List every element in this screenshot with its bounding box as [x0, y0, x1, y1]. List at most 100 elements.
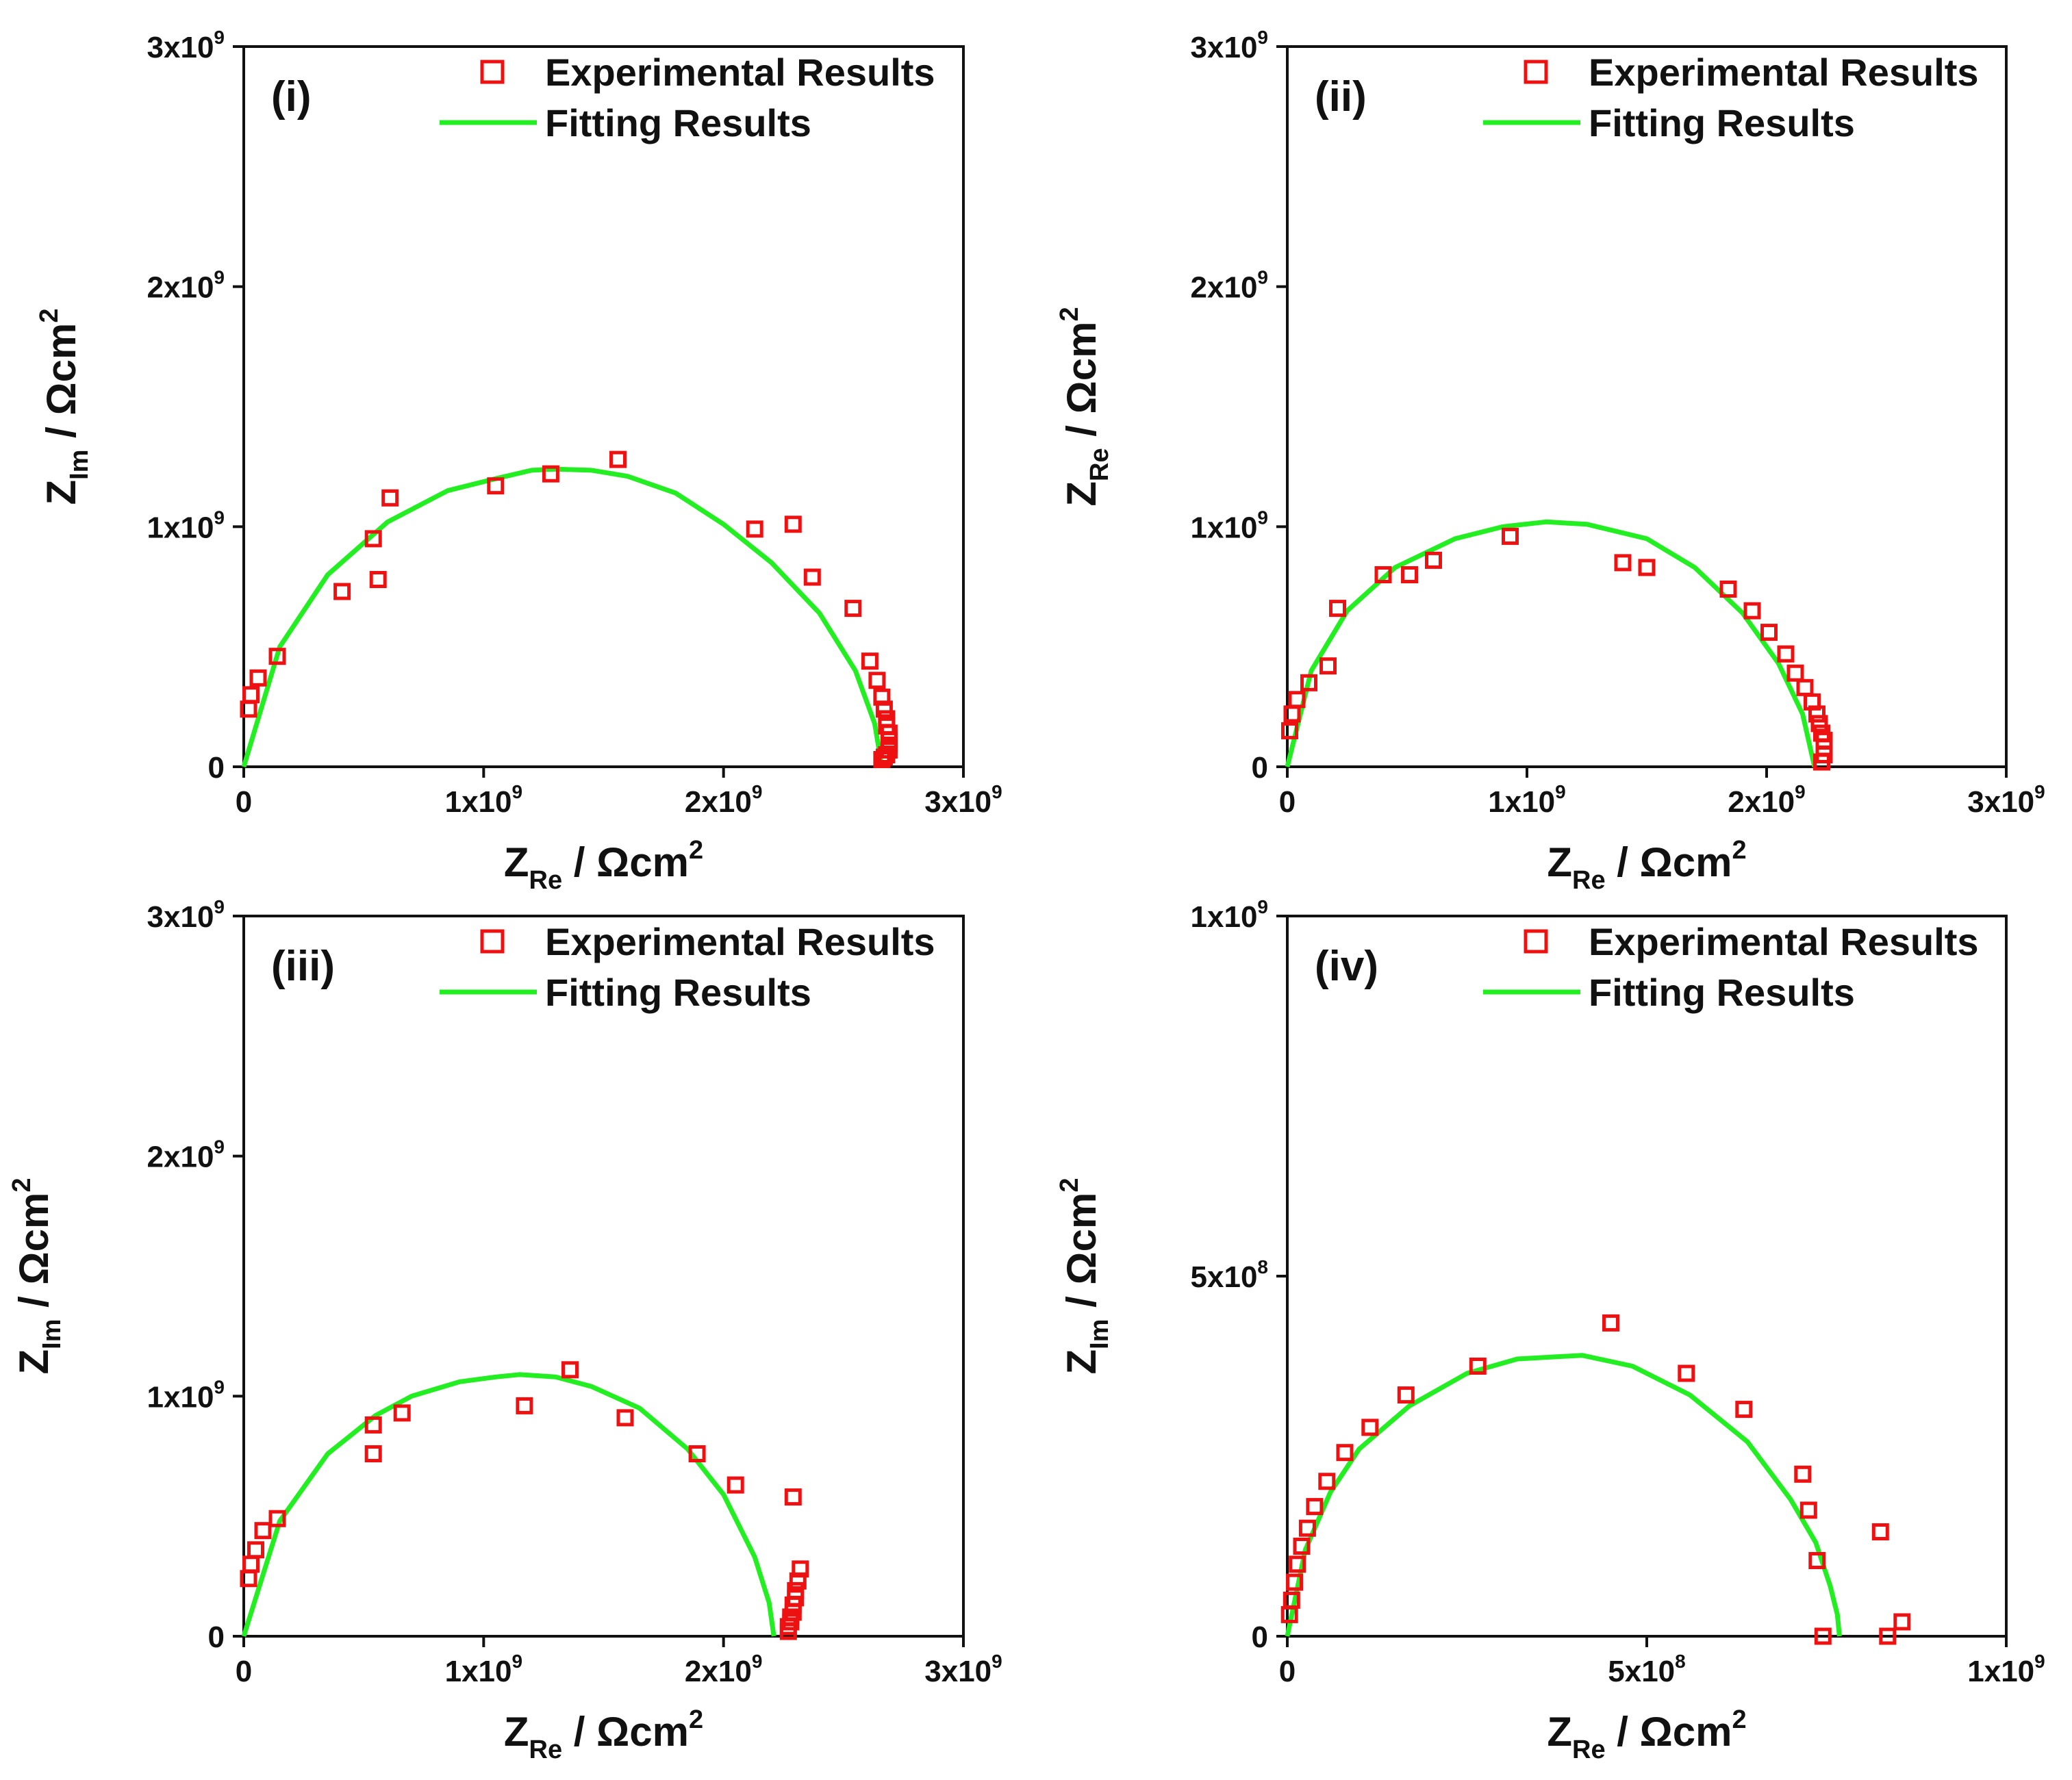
- y-axis-title: ZIm / Ωcm2: [35, 309, 94, 505]
- legend-fit-label: Fitting Results: [1589, 971, 1855, 1014]
- experimental-point: [746, 520, 763, 538]
- experimental-point: [487, 477, 505, 495]
- experimental-point: [878, 746, 896, 763]
- y-tick-label: 0: [208, 751, 225, 785]
- legend-experimental-marker: [1524, 60, 1548, 84]
- experimental-point: [1638, 559, 1656, 576]
- legend-experimental-marker: [480, 60, 505, 84]
- plot-frame: [1286, 45, 2008, 768]
- y-tick-label: 3x109: [1191, 27, 1268, 64]
- experimental-point: [1794, 1465, 1812, 1483]
- experimental-point: [1602, 1314, 1619, 1332]
- x-axis-title: ZRe / Ωcm2: [1547, 1705, 1746, 1764]
- experimental-point: [1796, 678, 1814, 696]
- fit-series-line: [1285, 1353, 1842, 1637]
- experimental-point: [1893, 1613, 1911, 1631]
- experimental-point: [1401, 566, 1418, 583]
- experimental-point: [381, 489, 399, 507]
- x-tick-label: 1x109: [1488, 781, 1565, 819]
- experimental-point: [542, 465, 559, 483]
- experimental-point: [789, 1572, 807, 1590]
- y-tick-label: 3x109: [147, 896, 225, 934]
- x-tick-label: 1x109: [445, 781, 522, 819]
- legend-experimental-label: Experimental Results: [545, 51, 935, 94]
- experimental-point: [1286, 1573, 1303, 1591]
- experimental-point: [616, 1409, 634, 1427]
- experimental-point: [249, 669, 267, 687]
- experimental-point: [688, 1445, 706, 1462]
- experimental-point: [1300, 674, 1317, 691]
- y-axis-title: ZRe / Ωcm2: [1055, 307, 1114, 506]
- experimental-point: [1361, 1419, 1379, 1436]
- experimental-point: [364, 1416, 382, 1434]
- x-tick-label: 1x109: [445, 1651, 522, 1688]
- experimental-point: [1813, 753, 1830, 771]
- panel-label: (i): [271, 73, 312, 120]
- x-axis-title: ZRe / Ωcm2: [504, 836, 703, 895]
- experimental-point: [803, 568, 821, 586]
- experimental-point: [875, 748, 893, 766]
- experimental-point: [844, 600, 862, 618]
- x-tick-label: 2x109: [685, 1651, 762, 1688]
- experimental-point: [1799, 1501, 1817, 1519]
- experimental-point: [873, 751, 891, 768]
- experimental-point: [1735, 1401, 1753, 1419]
- experimental-point: [1719, 581, 1737, 598]
- experimental-point: [1425, 551, 1442, 569]
- x-axis-title: ZRe / Ωcm2: [504, 1705, 703, 1764]
- x-tick-label: 0: [1279, 785, 1296, 819]
- x-tick-label: 3x109: [924, 1651, 1002, 1688]
- experimental-point: [1743, 602, 1761, 620]
- experimental-point: [875, 700, 893, 718]
- experimental-point: [1469, 1358, 1487, 1375]
- legend: Experimental Results Fitting Results: [1483, 51, 1979, 144]
- experimental-point: [1871, 1523, 1889, 1540]
- plot-frame: [1286, 915, 2008, 1638]
- y-tick-label: 1x109: [1191, 896, 1268, 934]
- y-axis-title: ZIm / Ωcm2: [8, 1178, 66, 1375]
- experimental-point: [1283, 1591, 1300, 1609]
- experimental-point: [1678, 1364, 1695, 1382]
- experimental-point: [1336, 1444, 1354, 1462]
- experimental-point: [268, 1510, 286, 1527]
- y-tick-label: 0: [1252, 751, 1268, 785]
- experimental-point: [364, 530, 382, 548]
- chart-panel-2: 0 1x109 2x109 3x109 0 1x109 2x109 3x109 ZRe / Ωc…: [1055, 27, 2045, 895]
- legend-experimental-marker: [1524, 929, 1548, 954]
- x-tick-label: 0: [1279, 1655, 1296, 1688]
- panel-label: (ii): [1315, 73, 1367, 120]
- chart-panel-3: 0 1x109 2x109 3x109 0 1x109 2x109 3x109 ZRe / Ωc…: [8, 896, 1002, 1764]
- experimental-point: [247, 1541, 264, 1559]
- experimental-point: [1281, 722, 1298, 739]
- experimental-point: [369, 571, 387, 588]
- experimental-point: [393, 1404, 411, 1422]
- experimental-point: [364, 1445, 382, 1462]
- legend: Experimental Results Fitting Results: [440, 51, 935, 144]
- experimental-point: [1760, 624, 1778, 641]
- y-tick-label: 0: [1252, 1620, 1268, 1654]
- plot-frame: [242, 45, 965, 768]
- legend: Experimental Results Fitting Results: [1483, 920, 1979, 1014]
- experimental-point: [1319, 657, 1337, 675]
- experimental-point: [1808, 705, 1825, 723]
- experimental-point: [1879, 1627, 1897, 1645]
- y-tick-label: 1x109: [147, 1376, 225, 1414]
- legend-fit-label: Fitting Results: [545, 971, 811, 1014]
- x-tick-label: 5x108: [1608, 1651, 1685, 1688]
- experimental-point: [1306, 1498, 1324, 1516]
- y-tick-label: 3x109: [147, 27, 225, 64]
- legend-experimental-label: Experimental Results: [1589, 920, 1979, 963]
- panel-label: (iii): [271, 943, 335, 990]
- experimental-point: [784, 516, 802, 533]
- x-tick-label: 3x109: [1967, 781, 2045, 819]
- experimental-point: [242, 1555, 260, 1573]
- experimental-point: [784, 1488, 802, 1506]
- experimental-point: [1397, 1386, 1415, 1404]
- experimental-point: [254, 1522, 272, 1540]
- legend-experimental-label: Experimental Results: [1589, 51, 1979, 94]
- x-tick-label: 1x109: [1967, 1651, 2045, 1688]
- plot-frame: [242, 915, 965, 1638]
- y-axis-title: ZIm / Ωcm2: [1055, 1178, 1114, 1375]
- experimental-point: [609, 450, 627, 468]
- y-tick-label: 1x109: [147, 507, 225, 544]
